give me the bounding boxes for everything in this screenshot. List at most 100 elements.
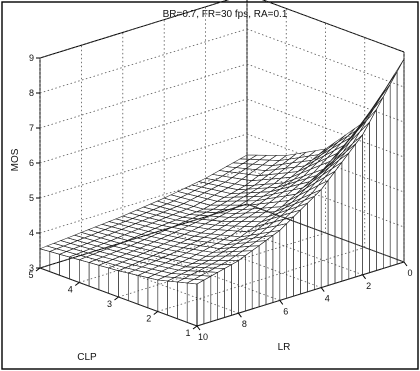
chart-title: BR=0.7, FR=30 fps, RA=0.1	[163, 9, 288, 20]
x-tick	[362, 274, 367, 280]
surface-cell	[145, 209, 164, 216]
surface-cell	[373, 84, 391, 110]
surface-cell	[135, 206, 155, 213]
curtain-cell	[118, 270, 129, 301]
surface-cell	[217, 255, 237, 261]
y-tick	[74, 282, 80, 286]
z-tick-label: 9	[29, 53, 34, 63]
curtain-cell	[217, 268, 225, 320]
surface-cell	[148, 260, 167, 267]
x-tick	[320, 287, 325, 292]
curtain-cell	[279, 222, 287, 301]
surface-cell	[163, 240, 182, 247]
surface-cell	[165, 245, 185, 252]
surface-cell	[59, 237, 79, 244]
surface-cell	[111, 256, 131, 263]
surface-cell	[157, 262, 177, 269]
curtain-cell	[203, 275, 212, 325]
x-tick-label: 4	[325, 294, 330, 304]
surface-cell	[133, 234, 153, 240]
surface-cell	[160, 267, 180, 274]
surface-cell	[85, 254, 104, 260]
surface-cell	[227, 255, 247, 261]
surface-cell	[188, 254, 207, 261]
surface-cell	[86, 240, 105, 247]
surface-cell	[219, 200, 238, 206]
grid-line	[39, 98, 248, 164]
surface-cell	[273, 176, 292, 184]
grid-line	[246, 168, 405, 228]
curtain-cell	[369, 109, 377, 274]
y-tick-label: 2	[146, 314, 151, 324]
surface-cell	[125, 250, 145, 257]
y-tick	[114, 296, 119, 301]
curtain-cell	[307, 195, 315, 293]
surface-cell	[118, 253, 138, 260]
surface-cell	[178, 208, 198, 215]
surface-cell	[297, 160, 315, 172]
z-axis-label: MOS	[10, 148, 21, 171]
surface-cell	[109, 237, 129, 244]
curtain-cell	[245, 250, 253, 312]
surface-cell	[239, 154, 258, 160]
x-tick-label: 8	[242, 319, 247, 329]
surface-cell	[156, 197, 175, 205]
surface-cell	[142, 203, 162, 210]
surface-cell	[121, 212, 141, 219]
surface-cell	[76, 237, 95, 244]
surface-cell	[167, 264, 187, 271]
surface-cell	[199, 198, 219, 206]
surface-cell	[137, 225, 156, 232]
surface-cell	[248, 154, 268, 160]
surface-cell	[79, 243, 98, 250]
curtain-cell	[314, 188, 322, 291]
surface-cell	[227, 183, 246, 190]
surface-cell	[228, 212, 246, 218]
box-edge	[261, 0, 405, 53]
surface-cell	[192, 259, 210, 265]
surface-cell	[203, 188, 222, 196]
surface-cell	[156, 243, 175, 250]
surface-cell	[177, 187, 196, 195]
surface-cell	[183, 230, 203, 237]
surface-cell	[206, 194, 225, 202]
grid-line	[39, 0, 229, 59]
surface-cell	[80, 229, 99, 236]
surface-cell	[159, 249, 178, 255]
surface-cell	[150, 233, 169, 239]
grid-line	[79, 218, 287, 283]
surface-cell	[151, 220, 170, 226]
surface-cell	[68, 254, 88, 261]
surface-cell	[139, 244, 158, 251]
surface-cell	[212, 204, 231, 210]
surface-cell	[128, 256, 147, 262]
surface-cell	[169, 206, 188, 213]
grid-line	[118, 232, 326, 298]
surface-cell	[165, 214, 184, 221]
surface-cell	[135, 253, 154, 259]
surface-cell	[146, 241, 165, 248]
surface-cell	[216, 196, 236, 202]
curtain-cell	[69, 256, 80, 283]
surface-cell	[87, 226, 106, 233]
surface-cell	[107, 264, 127, 272]
surface-cell	[147, 228, 166, 234]
surface-cell	[158, 217, 177, 223]
curtain-cell	[355, 133, 363, 278]
surface-cell	[217, 181, 236, 188]
surface-cell	[201, 260, 219, 265]
surface-cell	[159, 203, 178, 210]
surface-cell	[295, 181, 313, 195]
surface-cell	[132, 247, 151, 254]
surface-cell	[98, 248, 118, 255]
surface-cell	[181, 258, 201, 264]
surface-cell	[173, 197, 192, 204]
curtain-cell	[59, 253, 70, 280]
curtain-cell	[286, 216, 294, 299]
surface-cell	[104, 259, 124, 266]
surface-cell	[144, 222, 163, 229]
surface-cell	[233, 221, 253, 227]
surface-cell	[131, 261, 150, 268]
surface-cell	[89, 245, 108, 252]
